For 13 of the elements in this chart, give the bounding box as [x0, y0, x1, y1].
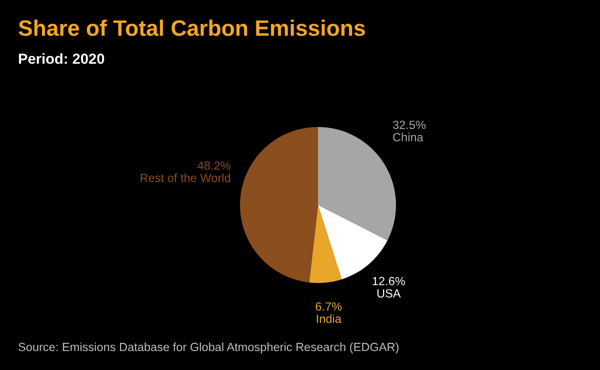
pie-slice	[240, 127, 318, 282]
source-note: Source: Emissions Database for Global Atmospheric Research (EDGAR)	[18, 342, 398, 354]
chart-subtitle: Period: 2020	[18, 53, 104, 64]
data-label: 32.5%	[392, 120, 426, 130]
pie-slice	[309, 205, 342, 283]
slice-label: China	[393, 132, 424, 142]
data-label: 48.2%	[198, 161, 230, 170]
data-label: 12.6%	[372, 276, 405, 286]
slice-label: USA	[377, 289, 401, 298]
chart-title: Share of Total Carbon Emissions	[18, 20, 365, 36]
slice-label: India	[316, 314, 342, 323]
slice-label: Rest of the World	[140, 173, 230, 182]
data-label: 6.7%	[316, 302, 342, 311]
